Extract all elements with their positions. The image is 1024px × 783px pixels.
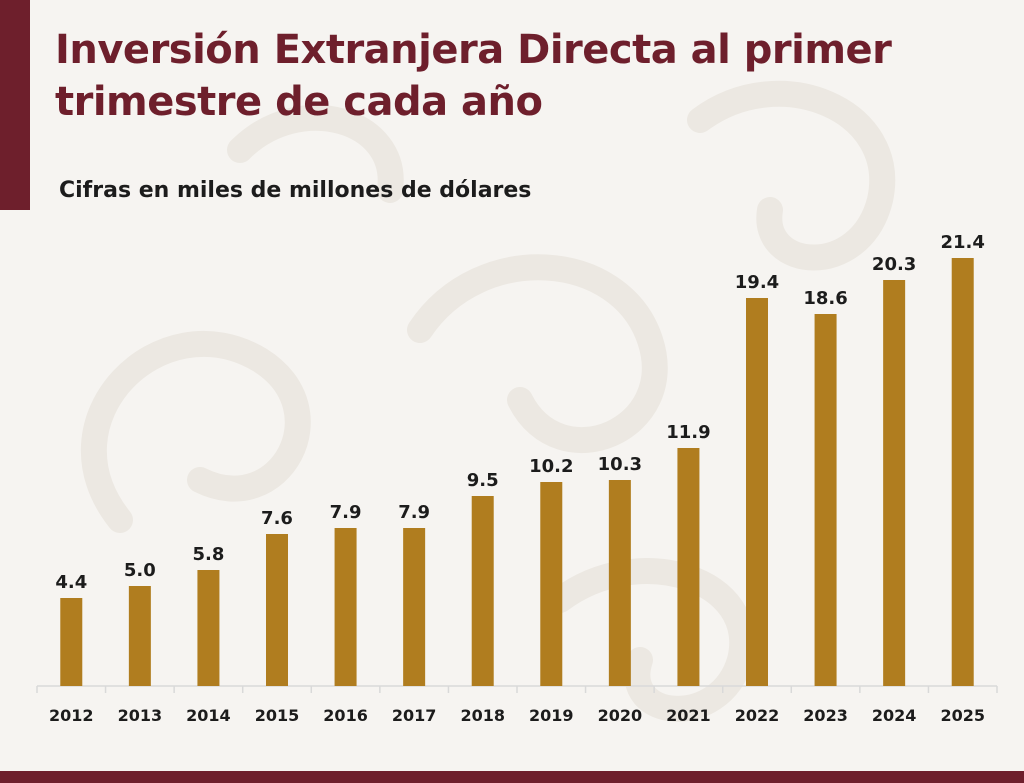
- x-tick-label: 2020: [598, 706, 643, 725]
- title-line-2: trimestre de cada año: [55, 79, 543, 125]
- data-label: 10.2: [529, 456, 573, 477]
- bar: [814, 314, 837, 686]
- chart-subtitle: Cifras en miles de millones de dólares: [59, 178, 532, 203]
- x-tick-label: 2025: [940, 706, 985, 725]
- data-label: 21.4: [941, 232, 985, 253]
- left-accent-bar: [0, 0, 30, 210]
- x-tick-label: 2023: [803, 706, 848, 725]
- x-tick-label: 2018: [460, 706, 505, 725]
- x-tick-label: 2016: [323, 706, 368, 725]
- data-label: 18.6: [803, 288, 847, 309]
- bar: [266, 534, 288, 686]
- title-line-1: Inversión Extranjera Directa al primer: [55, 27, 892, 73]
- x-tick-label: 2021: [666, 706, 711, 725]
- data-label: 11.9: [666, 422, 710, 443]
- data-label: 7.9: [330, 502, 362, 523]
- bar: [608, 480, 631, 686]
- bar: [60, 598, 83, 686]
- data-label: 9.5: [467, 470, 499, 491]
- bar: [746, 298, 768, 686]
- x-tick-label: 2015: [255, 706, 300, 725]
- bar: [677, 448, 700, 686]
- data-label: 5.0: [124, 560, 156, 581]
- x-tick-label: 2013: [118, 706, 163, 725]
- data-label: 7.9: [398, 502, 430, 523]
- data-label: 19.4: [735, 272, 779, 293]
- x-tick-label: 2017: [392, 706, 437, 725]
- data-label: 7.6: [261, 508, 293, 529]
- x-tick-label: 2012: [49, 706, 94, 725]
- x-tick-label: 2022: [735, 706, 780, 725]
- page-title: Inversión Extranjera Directa al primer t…: [55, 24, 995, 128]
- bar: [951, 258, 974, 686]
- bottom-accent-bar: [0, 771, 1024, 783]
- bar: [883, 280, 906, 686]
- bar: [403, 528, 426, 686]
- x-tick-label: 2024: [872, 706, 917, 725]
- bar: [128, 586, 151, 686]
- bar: [197, 570, 220, 686]
- data-label: 4.4: [55, 572, 87, 593]
- bar: [471, 496, 494, 686]
- data-label: 10.3: [598, 454, 642, 475]
- bar: [540, 482, 563, 686]
- x-tick-label: 2014: [186, 706, 231, 725]
- x-tick-label: 2019: [529, 706, 574, 725]
- data-label: 5.8: [192, 544, 224, 565]
- bar: [334, 528, 357, 686]
- data-label: 20.3: [872, 254, 916, 275]
